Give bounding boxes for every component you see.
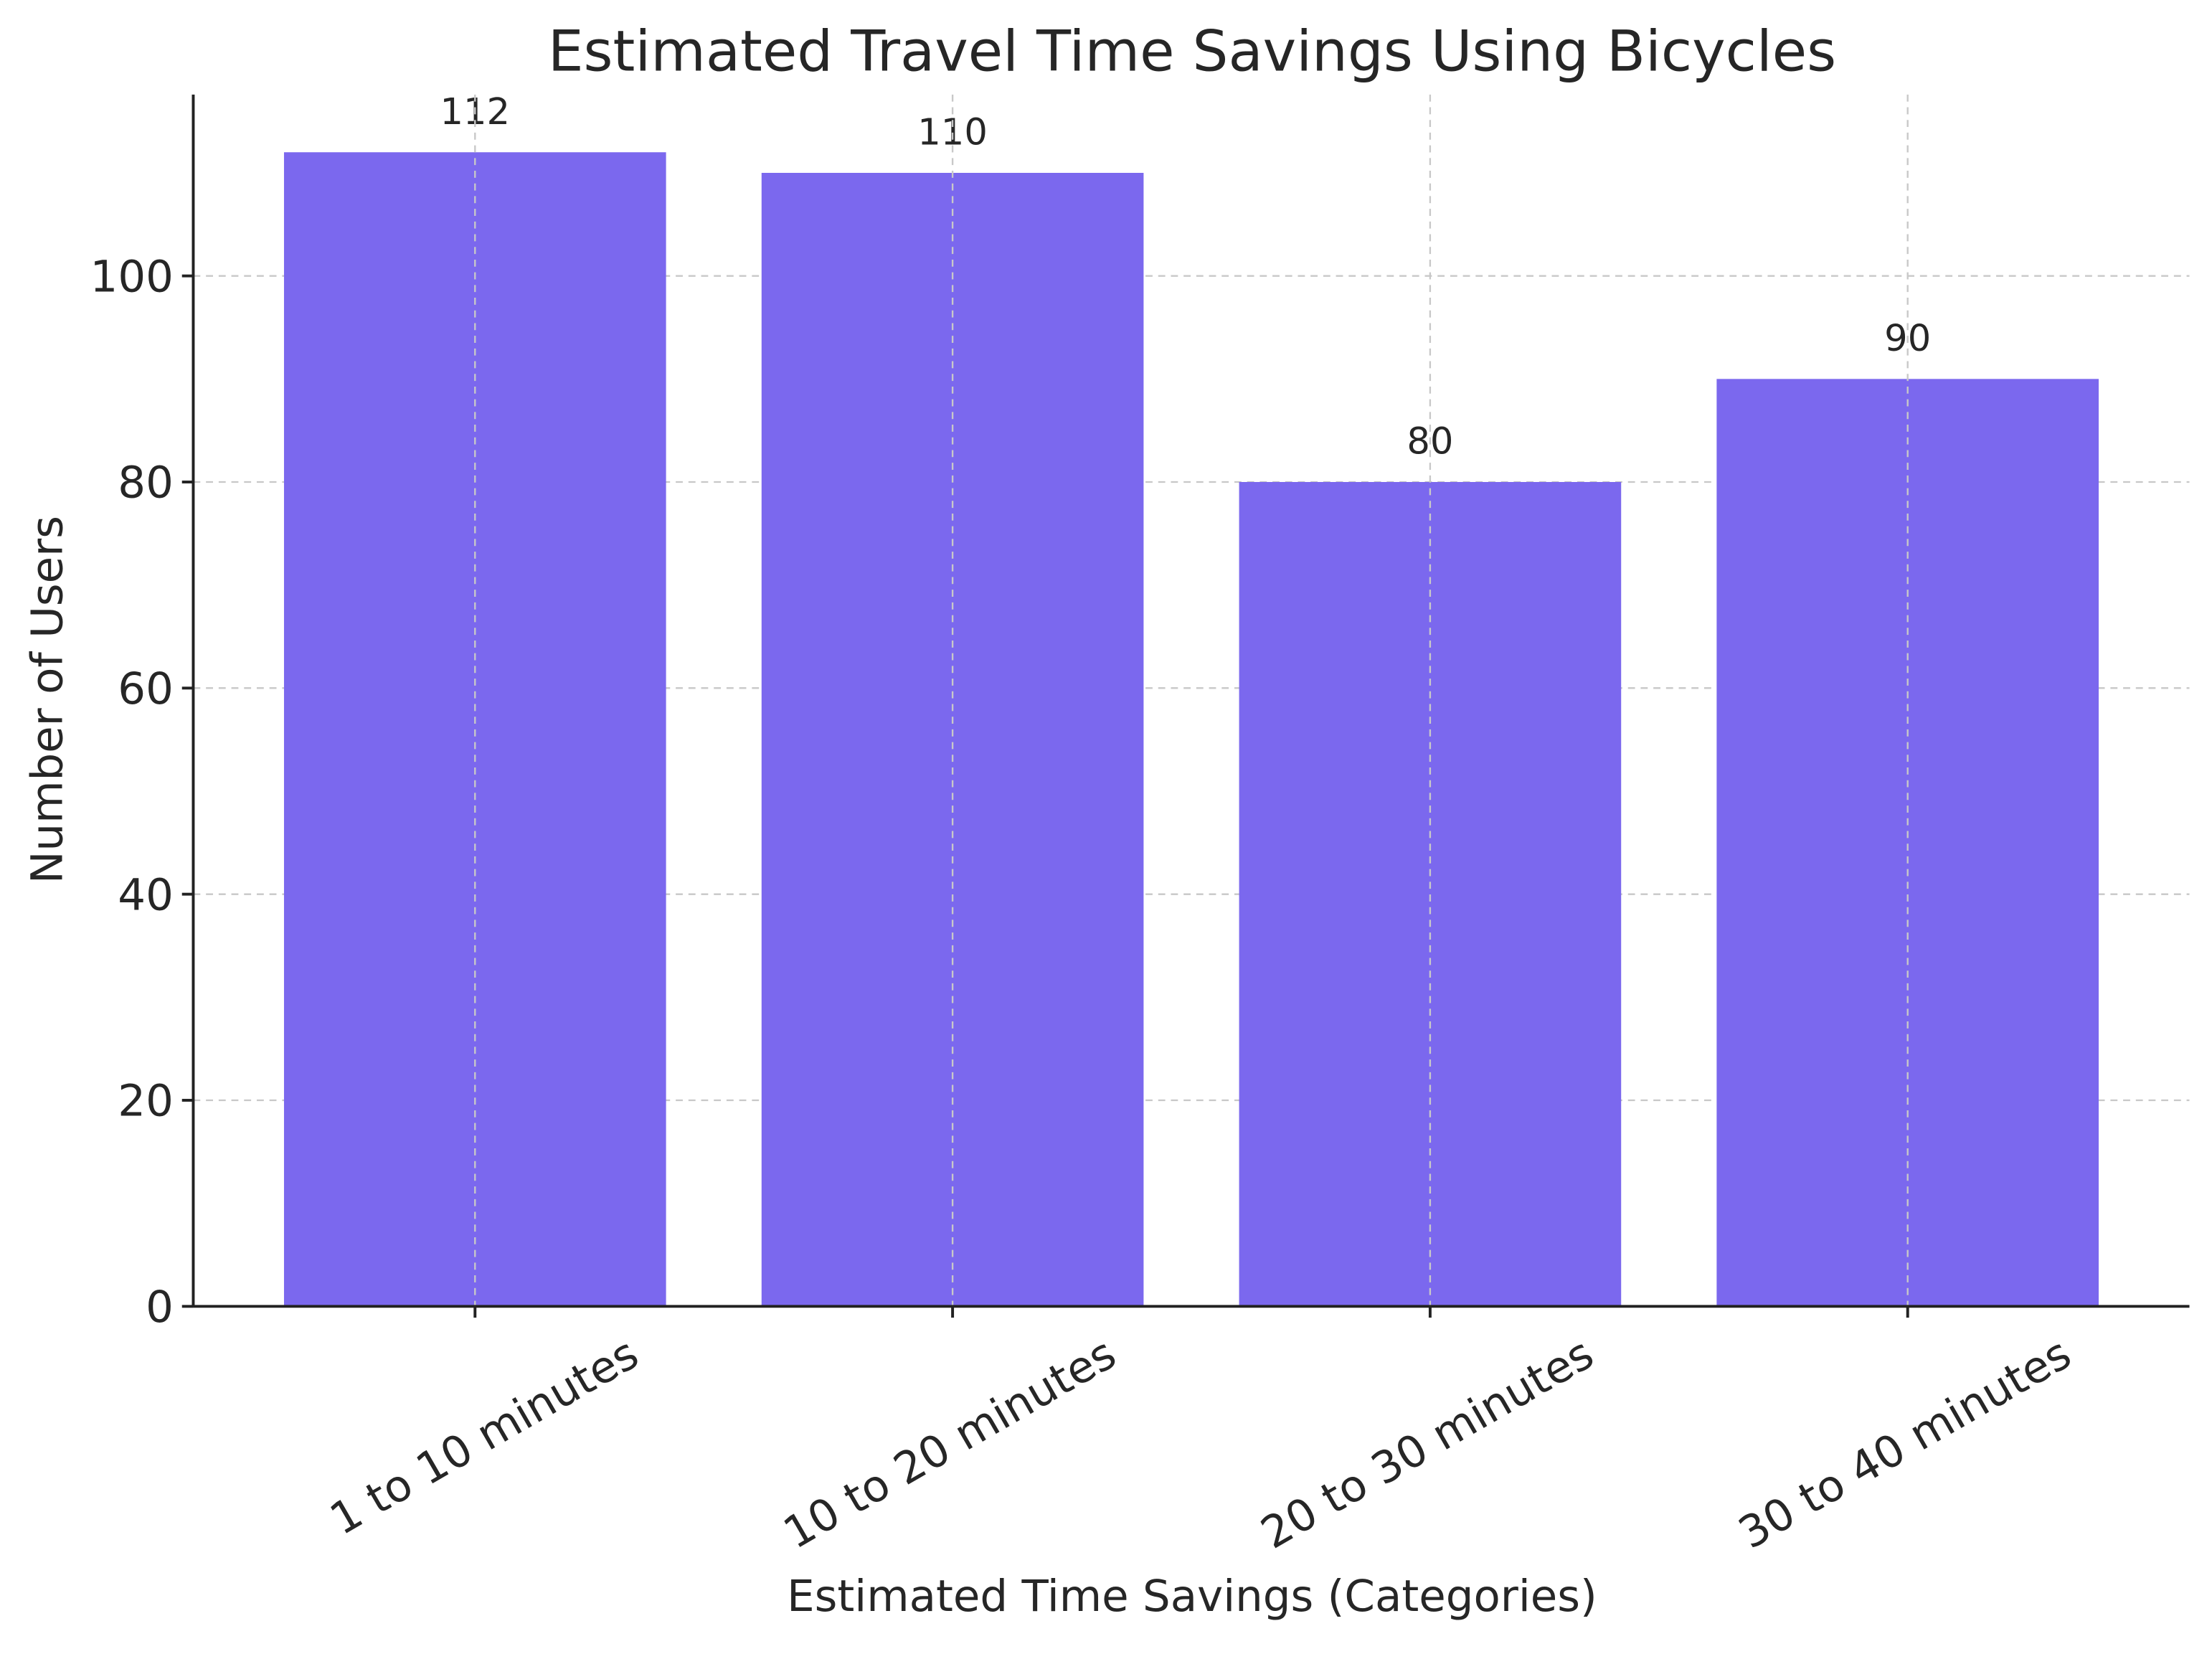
- x-tick-label: 20 to 30 minutes: [1253, 1328, 1602, 1559]
- y-tick-label: 100: [90, 251, 174, 302]
- chart-title: Estimated Travel Time Savings Using Bicy…: [548, 18, 1836, 84]
- y-axis-label: Number of Users: [22, 516, 73, 884]
- y-tick-label: 40: [118, 869, 174, 920]
- y-tick-label: 0: [146, 1282, 174, 1333]
- x-axis-label: Estimated Time Savings (Categories): [787, 1571, 1597, 1622]
- x-tick-label: 10 to 20 minutes: [775, 1328, 1125, 1559]
- y-tick-label: 20: [118, 1076, 174, 1127]
- x-tick-label: 30 to 40 minutes: [1730, 1328, 2079, 1559]
- y-tick-label: 80: [118, 458, 174, 509]
- x-tick-label: 1 to 10 minutes: [321, 1328, 646, 1546]
- y-tick-label: 60: [118, 663, 174, 714]
